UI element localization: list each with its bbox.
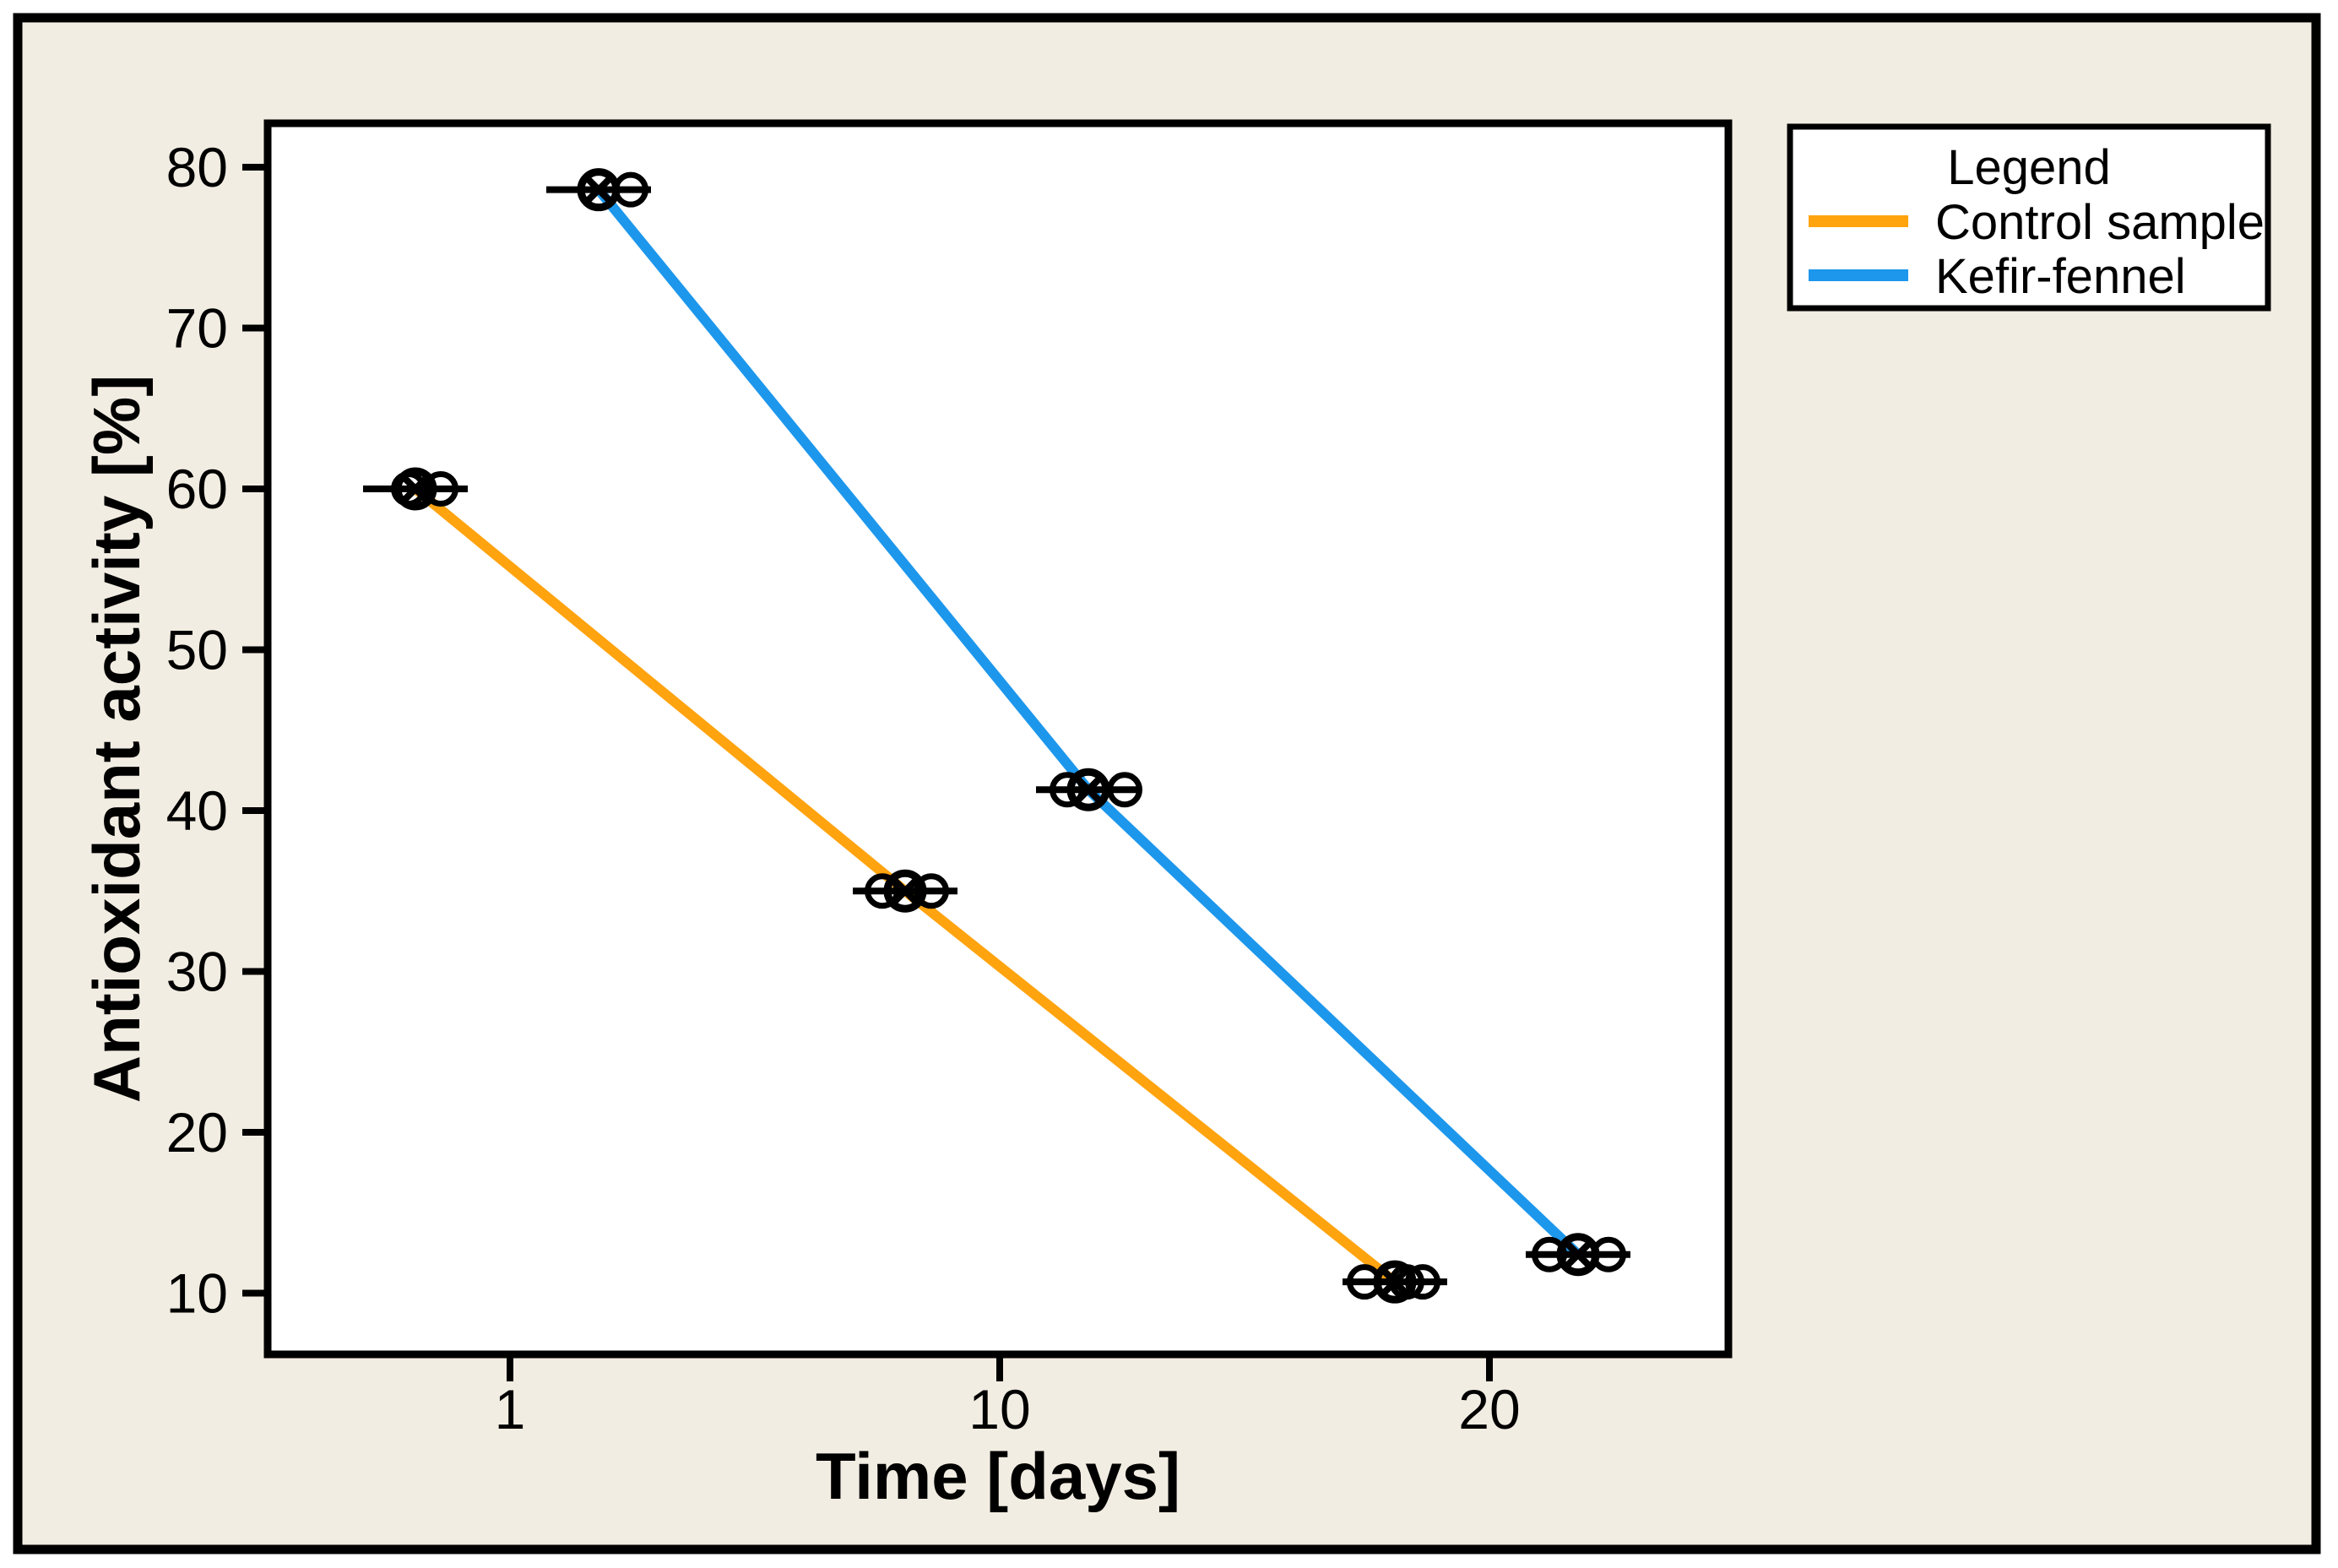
circled-x-diagonal xyxy=(584,176,613,203)
x-tick-label: 1 xyxy=(495,1378,526,1440)
replicate-marker-icon xyxy=(423,471,458,507)
x-tick-label: 10 xyxy=(968,1378,1030,1440)
kefir-fennel-line-swatch-icon xyxy=(1809,269,1908,281)
kefir-fennel-point-group xyxy=(1526,1233,1630,1277)
circled-x-ring xyxy=(1066,768,1110,811)
replicate-marker-icon xyxy=(1050,772,1085,808)
y-tick-label: 30 xyxy=(166,941,228,1003)
mean-marker-circled-x-icon xyxy=(577,168,621,212)
y-axis: 80 70 60 50 40 30 20 10 xyxy=(166,136,268,1325)
circled-x-ring xyxy=(577,168,621,212)
mean-marker-circled-x-icon xyxy=(1556,1233,1600,1277)
circled-x-diagonal xyxy=(1564,1240,1592,1269)
control-sample-line-swatch-icon xyxy=(1809,215,1908,227)
circled-x-diagonal xyxy=(1381,1267,1409,1296)
circled-x-ring xyxy=(883,869,927,913)
legend: Legend Control sample Kefir-fennel xyxy=(1787,123,2271,312)
circled-x-ring xyxy=(393,467,437,511)
mean-marker-circled-x-icon xyxy=(393,467,437,511)
legend-item-label: Control sample xyxy=(1935,195,2265,250)
circled-x-ring xyxy=(1556,1233,1600,1277)
control-sample-point-group xyxy=(1343,1260,1447,1304)
mean-marker-circled-x-icon xyxy=(1373,1260,1417,1304)
legend-item-control-sample: Control sample xyxy=(1809,195,2265,250)
x-axis-title: Time [days] xyxy=(816,1439,1180,1513)
circled-x-ring xyxy=(1373,1260,1417,1304)
control-sample-point-group xyxy=(363,467,468,511)
plot-area xyxy=(263,119,1733,1359)
x-axis: 1 10 20 xyxy=(495,1354,1521,1440)
circled-x-diagonal xyxy=(891,876,919,905)
replicate-marker-icon xyxy=(1405,1264,1440,1300)
x-tick-label: 20 xyxy=(1458,1378,1520,1440)
mean-marker-circled-x-icon xyxy=(883,869,927,913)
control-sample-point-group xyxy=(853,869,957,913)
replicate-marker-icon xyxy=(914,873,949,909)
legend-item-label: Kefir-fennel xyxy=(1935,249,2186,304)
mean-marker-circled-x-icon xyxy=(1066,768,1110,811)
y-tick-label: 70 xyxy=(166,297,228,360)
legend-title: Legend xyxy=(1947,140,2111,195)
y-axis-title: Antioxidant activity [%] xyxy=(79,375,154,1103)
y-tick-label: 40 xyxy=(166,779,228,842)
circled-x-diagonal xyxy=(401,475,430,503)
y-tick-label: 20 xyxy=(166,1101,228,1164)
kefir-fennel-point-group xyxy=(1036,768,1142,811)
circled-x-diagonal xyxy=(1074,775,1103,804)
y-tick-label: 80 xyxy=(166,136,228,198)
legend-item-kefir-fennel: Kefir-fennel xyxy=(1809,249,2186,304)
y-tick-label: 60 xyxy=(166,458,228,520)
kefir-fennel-point-group xyxy=(546,168,651,212)
replicate-marker-icon xyxy=(865,873,900,909)
y-tick-label: 10 xyxy=(166,1262,228,1325)
data-layer xyxy=(363,168,1630,1304)
y-tick-label: 50 xyxy=(166,619,228,681)
